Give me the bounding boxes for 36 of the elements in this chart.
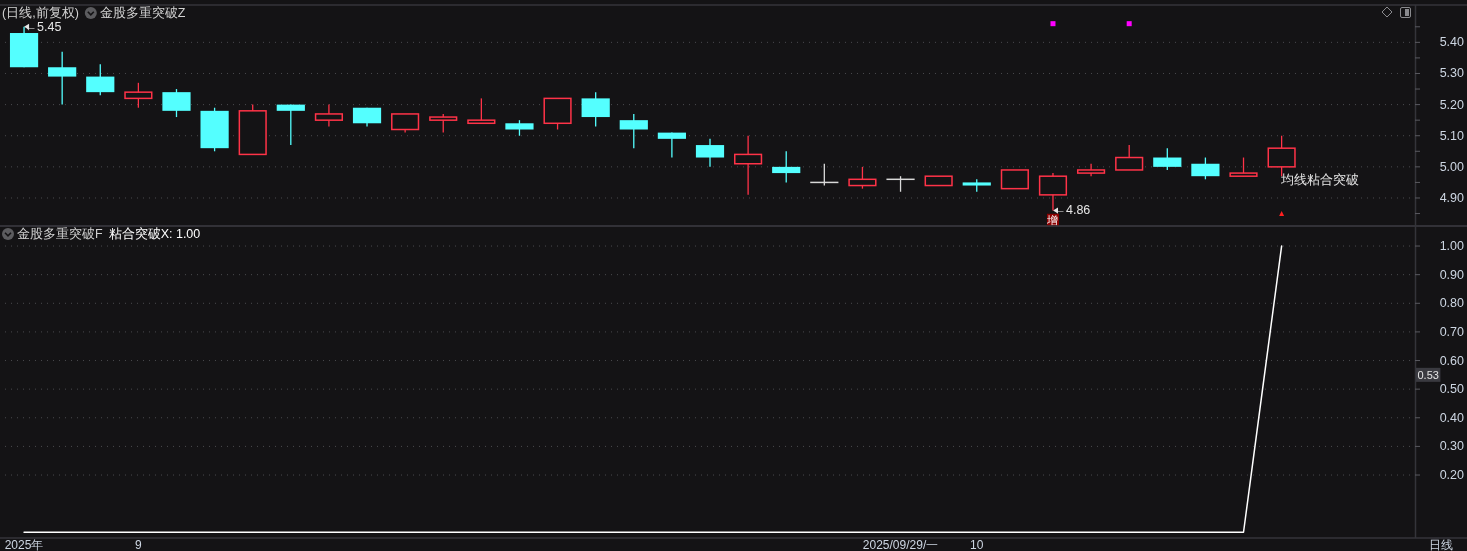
point: [1050, 21, 1056, 27]
y-tick-label: 0.20: [1439, 468, 1465, 483]
y-tick-label: 0.60: [1439, 353, 1465, 368]
data-label: 增: [1046, 214, 1059, 227]
candlestick: [467, 97, 496, 125]
text: 粘合突破X: 1.00: [108, 227, 201, 241]
y-tick-label: 5.20: [1439, 97, 1465, 112]
y-tick-label: 5.10: [1439, 128, 1465, 143]
y-tick-label: 0.30: [1439, 439, 1465, 454]
point: [1279, 211, 1285, 217]
y-tick-label: 5.40: [1439, 35, 1465, 50]
y-tick-label: 0.70: [1439, 324, 1465, 339]
y-tick-label: 5.30: [1439, 66, 1465, 81]
x-tick-label: 10: [970, 538, 984, 551]
candlestick: [734, 135, 763, 196]
chart-title: (日线,前复权): [2, 6, 79, 20]
candlestick: [429, 113, 458, 134]
x-axis-title: 日线: [1429, 538, 1453, 551]
x-tick-label: 9: [135, 538, 143, 551]
y-tick-label: 0.90: [1439, 267, 1465, 282]
x-tick-label: 2025/09/29/一: [862, 538, 939, 551]
chart-title: 金股多重突破F: [17, 227, 103, 241]
y-tick-label: 5.00: [1439, 159, 1465, 174]
candlestick: [809, 163, 840, 187]
point: [1126, 21, 1132, 27]
candlestick: [772, 150, 801, 184]
y-tick-label: 4.90: [1439, 190, 1465, 205]
x-tick-label: 2025年: [4, 538, 44, 551]
annotation: 均线粘合突破: [1279, 173, 1359, 188]
y-tick-label: 0.50: [1439, 382, 1465, 397]
y-tick-label: 0.80: [1439, 296, 1465, 311]
text: 0.53: [1417, 368, 1439, 381]
data-label: ←5.45: [24, 19, 62, 34]
chart-subtitle: 金股多重突破Z: [99, 6, 186, 20]
y-tick-label: 1.00: [1439, 239, 1465, 254]
y-tick-label: 0.40: [1439, 410, 1465, 425]
